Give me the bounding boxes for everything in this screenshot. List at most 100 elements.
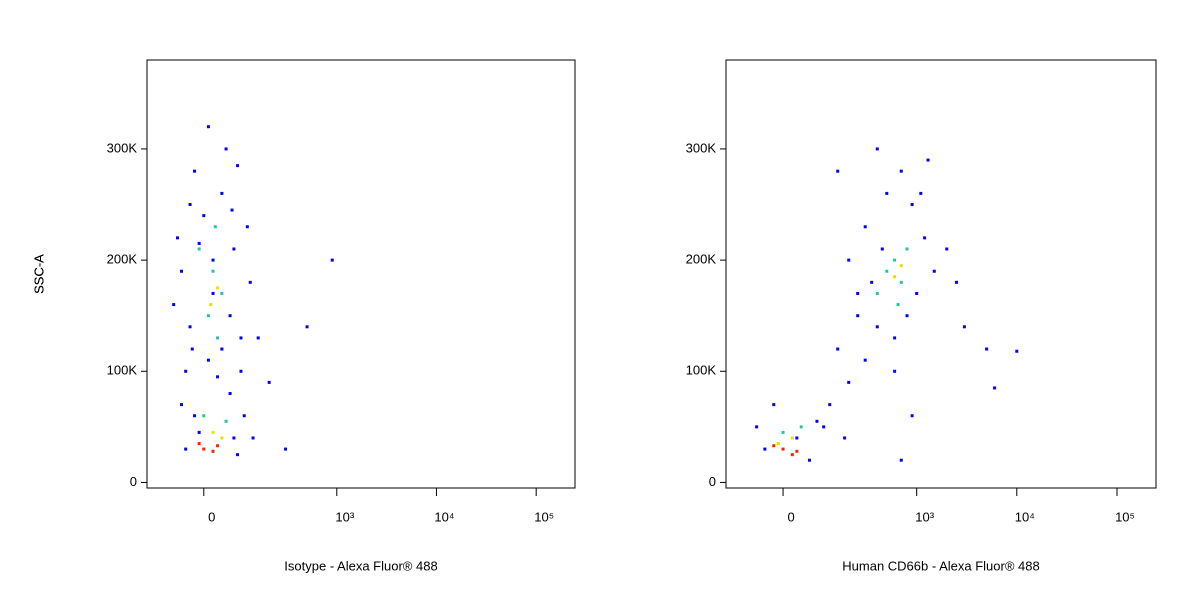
y-tick-label: 300K (686, 140, 717, 155)
event-dot (932, 269, 936, 273)
event-dot (211, 269, 215, 273)
event-dot (893, 275, 897, 279)
event-dot (905, 314, 909, 318)
event-dot (919, 191, 923, 195)
event-dot (885, 269, 889, 273)
event-dot (899, 458, 903, 462)
event-dot (893, 369, 897, 373)
event-dot (910, 414, 914, 418)
event-dot (216, 375, 220, 379)
event-dot (184, 369, 188, 373)
event-dot (224, 147, 228, 151)
event-dot (923, 236, 927, 240)
event-dot (188, 325, 192, 329)
event-dot (863, 358, 867, 362)
x-tick-label: 0 (787, 509, 794, 524)
event-dot (245, 225, 249, 229)
event-dot (239, 336, 243, 340)
event-dot (236, 164, 240, 168)
event-dot (193, 414, 197, 418)
event-dot (870, 280, 874, 284)
y-tick-label: 200K (686, 252, 717, 267)
event-dot (216, 286, 220, 290)
event-dot (220, 191, 224, 195)
event-dot (910, 203, 914, 207)
event-dot (242, 414, 246, 418)
y-tick-label: 0 (709, 474, 716, 489)
event-dot (993, 386, 997, 390)
event-dot (863, 225, 867, 229)
event-dot (776, 442, 780, 446)
event-dot (284, 447, 288, 451)
event-dot (843, 436, 847, 440)
x-tick-label: 10³ (335, 509, 354, 524)
event-dot (893, 336, 897, 340)
event-dot (772, 444, 776, 448)
event-dot (915, 291, 919, 295)
event-dot (236, 453, 240, 457)
event-dot (828, 403, 832, 407)
event-dot (875, 291, 879, 295)
event-dot (847, 258, 851, 262)
event-dot (856, 291, 860, 295)
event-dot (216, 336, 220, 340)
event-dot (899, 169, 903, 173)
event-dot (211, 449, 215, 453)
plot-frame (146, 59, 576, 489)
event-dot (926, 158, 930, 162)
event-dot (256, 336, 260, 340)
event-dot (856, 314, 860, 318)
event-dot (896, 303, 900, 307)
event-dot (216, 444, 220, 448)
event-dot (954, 280, 958, 284)
event-dot (251, 436, 255, 440)
x-axis-title: Isotype - Alexa Fluor® 488 (284, 558, 437, 573)
x-tick-label: 10⁴ (434, 509, 454, 524)
event-dot (213, 225, 217, 229)
event-dot (772, 403, 776, 407)
event-dot (781, 430, 785, 434)
event-dot (202, 414, 206, 418)
event-dot (175, 236, 179, 240)
event-dot (184, 447, 188, 451)
event-dot (875, 325, 879, 329)
event-dot (232, 247, 236, 251)
event-dot (899, 280, 903, 284)
event-dot (815, 419, 819, 423)
event-dot (232, 436, 236, 440)
y-axis-title: SSC-A (31, 254, 46, 294)
event-dot (197, 442, 201, 446)
event-dot (202, 447, 206, 451)
event-dot (248, 280, 252, 284)
event-dot (885, 191, 889, 195)
event-dot (209, 303, 213, 307)
event-dot (206, 314, 210, 318)
y-tick-label: 200K (107, 252, 138, 267)
event-dot (807, 458, 811, 462)
x-axis-title: Human CD66b - Alexa Fluor® 488 (842, 558, 1039, 573)
event-dot (905, 247, 909, 251)
plot-frame (725, 59, 1157, 489)
event-dot (790, 453, 794, 457)
event-dot (228, 392, 232, 396)
event-dot (211, 291, 215, 295)
event-dot (330, 258, 334, 262)
event-dot (224, 419, 228, 423)
event-dot (847, 380, 851, 384)
event-dot (822, 425, 826, 429)
event-dot (880, 247, 884, 251)
event-dot (267, 380, 271, 384)
event-dot (795, 449, 799, 453)
event-dot (945, 247, 949, 251)
event-dot (899, 264, 903, 268)
event-dot (202, 214, 206, 218)
event-dot (228, 314, 232, 318)
event-dot (1015, 349, 1019, 353)
event-dot (211, 430, 215, 434)
x-tick-label: 10⁴ (1015, 509, 1035, 524)
event-dot (197, 247, 201, 251)
event-dot (197, 430, 201, 434)
event-dot (230, 208, 234, 212)
event-dot (962, 325, 966, 329)
